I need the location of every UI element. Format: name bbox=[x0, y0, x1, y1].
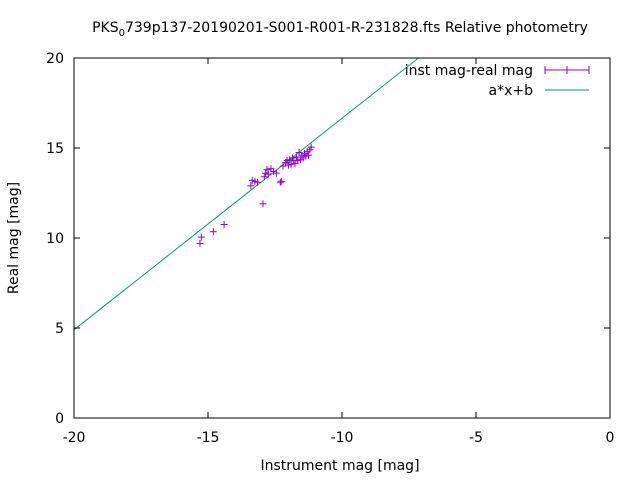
data-point bbox=[287, 160, 295, 168]
data-point bbox=[305, 151, 312, 159]
y-tick-label: 10 bbox=[46, 231, 64, 247]
y-axis: 0 5 10 15 20 bbox=[46, 51, 610, 427]
chart-title-prefix: PKS bbox=[92, 20, 119, 36]
legend: inst mag-real mag a*x+b bbox=[405, 63, 590, 99]
x-tick-label: -5 bbox=[469, 430, 483, 446]
data-point bbox=[260, 173, 268, 181]
y-axis-label: Real mag [mag] bbox=[6, 182, 22, 294]
data-point bbox=[264, 170, 272, 178]
data-point bbox=[278, 177, 286, 185]
data-point bbox=[263, 166, 271, 174]
chart-title-rest: 739p137-20190201-S001-R001-R-231828.fts … bbox=[125, 20, 588, 36]
data-point bbox=[307, 143, 315, 151]
x-tick-label: 0 bbox=[606, 430, 615, 446]
x-tick-label: -15 bbox=[197, 430, 220, 446]
data-point bbox=[276, 178, 284, 186]
data-point bbox=[220, 221, 228, 228]
y-tick-label: 0 bbox=[55, 411, 64, 427]
data-point bbox=[209, 228, 217, 236]
fit-line-group bbox=[73, 57, 419, 331]
data-point bbox=[292, 153, 300, 161]
data-point bbox=[247, 182, 255, 190]
x-axis-label: Instrument mag [mag] bbox=[260, 458, 419, 474]
data-point bbox=[254, 178, 262, 186]
data-point bbox=[272, 169, 280, 177]
data-point bbox=[259, 200, 267, 208]
legend-label-line: a*x+b bbox=[489, 83, 534, 99]
y-tick-label: 5 bbox=[55, 321, 64, 337]
chart-title: PKS0739p137-20190201-S001-R001-R-231828.… bbox=[92, 20, 588, 39]
data-points-group bbox=[196, 143, 315, 247]
legend-sample-points bbox=[544, 66, 590, 74]
x-tick-label: -20 bbox=[63, 430, 86, 446]
fit-line bbox=[73, 57, 419, 331]
data-point bbox=[279, 162, 287, 170]
data-point bbox=[196, 239, 204, 247]
x-tick-label: -10 bbox=[331, 430, 354, 446]
y-tick-label: 15 bbox=[46, 141, 64, 157]
y-tick-label: 20 bbox=[46, 51, 64, 67]
legend-label-points: inst mag-real mag bbox=[405, 63, 533, 79]
x-axis: -20 -15 -10 -5 0 bbox=[63, 58, 615, 446]
data-point bbox=[197, 233, 205, 241]
plot-frame bbox=[73, 57, 611, 419]
chart-title-subscript: 0 bbox=[119, 28, 125, 39]
